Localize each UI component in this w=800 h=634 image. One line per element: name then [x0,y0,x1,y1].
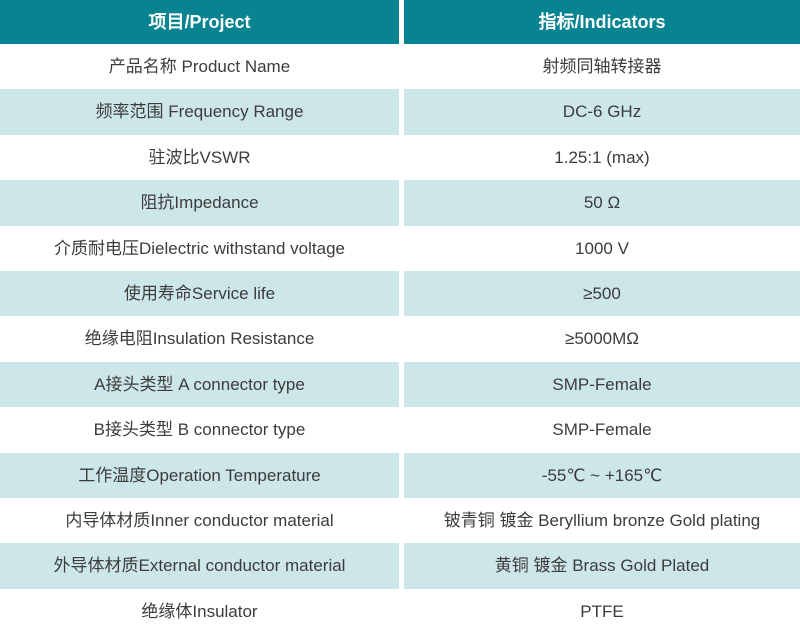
indicator-cell: ≥5000MΩ [404,316,800,362]
project-cell: 外导体材质External conductor material [0,543,404,589]
project-cell: 内导体材质Inner conductor material [0,497,404,544]
table-header-row: 项目/Project 指标/Indicators [0,0,800,44]
indicator-cell: PTFE [404,588,800,634]
project-cell: 产品名称 Product Name [0,44,404,90]
indicator-cell: 黄铜 镀金 Brass Gold Plated [404,543,800,589]
indicator-cell: 铍青铜 镀金 Beryllium bronze Gold plating [404,497,800,544]
header-cell-indicators: 指标/Indicators [404,0,800,44]
project-cell: B接头类型 B connector type [0,407,404,453]
indicator-cell: 1000 V [404,225,800,271]
table-row: 绝缘体Insulator PTFE [0,588,800,634]
indicator-cell: SMP-Female [404,361,800,408]
table-row: 频率范围 Frequency Range DC-6 GHz [0,89,800,135]
indicator-cell: 1.25:1 (max) [404,134,800,181]
table-row: 绝缘电阻Insulation Resistance ≥5000MΩ [0,316,800,362]
table-row: 外导体材质External conductor material 黄铜 镀金 B… [0,543,800,589]
indicator-cell: ≥500 [404,270,800,317]
indicator-cell: 50 Ω [404,180,800,226]
table-row: B接头类型 B connector type SMP-Female [0,407,800,453]
indicator-cell: -55℃ ~ +165℃ [404,452,800,498]
table-row: 阻抗Impedance 50 Ω [0,180,800,226]
project-cell: 工作温度Operation Temperature [0,452,404,498]
project-cell: A接头类型 A connector type [0,361,404,408]
table-row: A接头类型 A connector type SMP-Female [0,361,800,408]
project-cell: 驻波比VSWR [0,134,404,181]
project-cell: 介质耐电压Dielectric withstand voltage [0,225,404,271]
table-row: 产品名称 Product Name 射频同轴转接器 [0,44,800,90]
indicator-cell: DC-6 GHz [404,89,800,135]
indicator-cell: 射频同轴转接器 [404,44,800,90]
project-cell: 使用寿命Service life [0,270,404,317]
table-row: 使用寿命Service life ≥500 [0,270,800,317]
project-cell: 绝缘体Insulator [0,588,404,634]
project-cell: 绝缘电阻Insulation Resistance [0,316,404,362]
header-cell-project: 项目/Project [0,0,404,44]
indicator-cell: SMP-Female [404,407,800,453]
table-row: 驻波比VSWR 1.25:1 (max) [0,134,800,181]
table-row: 介质耐电压Dielectric withstand voltage 1000 V [0,225,800,271]
project-cell: 频率范围 Frequency Range [0,89,404,135]
project-cell: 阻抗Impedance [0,180,404,226]
table-row: 内导体材质Inner conductor material 铍青铜 镀金 Ber… [0,497,800,544]
table-row: 工作温度Operation Temperature -55℃ ~ +165℃ [0,452,800,498]
